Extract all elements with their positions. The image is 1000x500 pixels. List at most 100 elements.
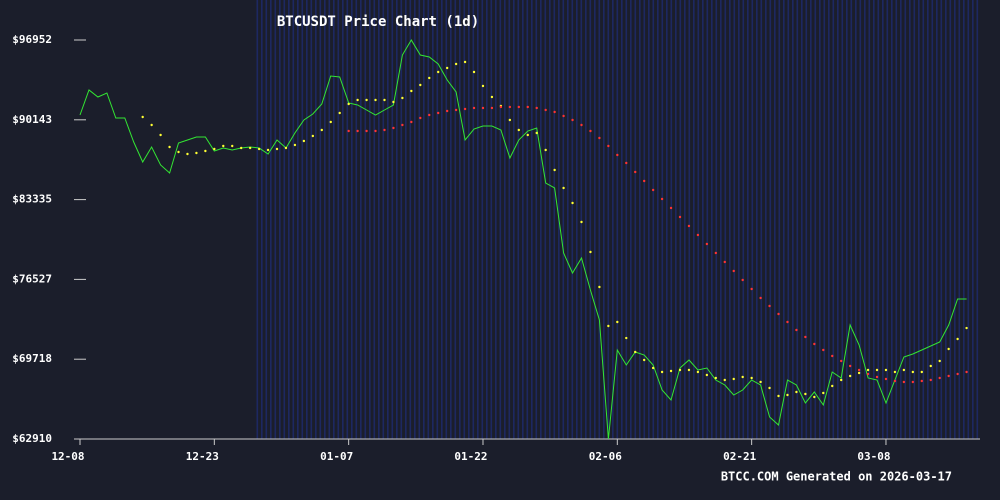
ma-dot — [374, 129, 377, 133]
ma-dot — [866, 372, 870, 376]
ma-dot — [705, 373, 709, 377]
ma-dot — [714, 251, 718, 255]
ma-dot — [660, 197, 664, 201]
ma-dot — [651, 188, 655, 192]
ma-dot — [311, 134, 315, 138]
y-tick-label: $62910 — [12, 432, 52, 445]
y-tick-label: $90143 — [12, 113, 52, 126]
x-tick-label: 01-07 — [320, 450, 353, 463]
ma-dot — [598, 136, 601, 140]
ma-dot — [392, 100, 395, 104]
ma-dot — [723, 378, 726, 382]
footer: BTCC.COM Generated on 2026-03-17 — [721, 470, 952, 484]
ma-dot — [786, 320, 789, 324]
ma-dot — [669, 369, 673, 373]
ma-dot — [696, 370, 700, 374]
ma-dot — [213, 147, 216, 151]
ma-dot — [392, 126, 395, 130]
ma-dot — [795, 328, 798, 332]
ma-dot — [150, 123, 153, 127]
ma-dot — [732, 269, 735, 273]
ma-dot — [759, 296, 762, 300]
ma-dot — [383, 98, 386, 102]
ma-dot — [329, 120, 332, 124]
ma-dot — [553, 110, 556, 114]
ma-dot — [159, 133, 162, 137]
ma-dot — [499, 105, 503, 109]
ma-dot — [589, 129, 592, 133]
ma-dot — [284, 146, 288, 150]
ma-dot — [347, 129, 350, 133]
ma-dot — [947, 347, 950, 351]
ma-dot — [580, 220, 583, 224]
ma-dot — [813, 395, 816, 399]
ma-dot — [831, 354, 834, 358]
ma-dot — [956, 337, 959, 341]
ma-dot — [938, 359, 941, 363]
ma-dot — [186, 152, 189, 156]
price-line — [79, 39, 967, 440]
ma-dot — [607, 144, 610, 148]
ma-dot — [687, 224, 691, 228]
ma-dot — [642, 179, 646, 183]
y-tick-label: $96952 — [12, 33, 52, 46]
ma-dot — [723, 260, 726, 264]
ma-dot — [839, 378, 843, 382]
ma-dot — [804, 335, 807, 339]
ma-dot — [616, 153, 619, 157]
ma-dot — [938, 376, 941, 380]
ma-dot — [750, 287, 753, 291]
ma-dot — [356, 98, 359, 102]
ma-dot — [472, 70, 476, 74]
ma-dot — [589, 250, 592, 254]
ma-dot — [437, 70, 440, 74]
ma-dot — [642, 358, 646, 362]
ma-dot — [822, 348, 825, 352]
ma-dot — [705, 242, 709, 246]
ma-dot — [651, 366, 655, 370]
ma-dot — [338, 111, 341, 115]
y-tick-label: $83335 — [12, 193, 52, 206]
ma-dot — [428, 76, 431, 80]
ma-dot — [607, 324, 610, 328]
ma-dot — [302, 139, 306, 143]
ma-dot — [616, 320, 619, 324]
ma-dot — [875, 375, 879, 379]
ma-dot — [204, 149, 207, 153]
ma-dot — [956, 372, 959, 376]
ma-dot — [553, 168, 556, 172]
ma-dot — [634, 170, 637, 174]
ma-dot — [866, 368, 870, 372]
ma-dot — [669, 206, 673, 210]
ma-dot — [445, 109, 449, 113]
ma-dot — [463, 60, 467, 64]
ma-dot — [481, 106, 485, 110]
ma-dot — [526, 105, 529, 109]
ma-dot — [365, 129, 368, 133]
ma-dot — [893, 370, 897, 374]
ma-dot — [401, 123, 404, 127]
ma-dot — [884, 368, 888, 372]
ma-dot — [472, 106, 476, 110]
ma-dot — [410, 120, 413, 124]
ma-dot — [419, 116, 422, 120]
ma-dot — [347, 102, 350, 106]
ma-dot — [634, 350, 637, 354]
ma-dot — [293, 143, 297, 147]
ma-dot — [741, 375, 744, 379]
ma-dot — [732, 377, 735, 381]
ma-dot — [795, 390, 798, 394]
x-tick-label: 02-21 — [723, 450, 756, 463]
ma-dot — [383, 128, 386, 132]
ma-dot — [911, 370, 915, 374]
ma-dot — [463, 107, 467, 111]
ma-dot — [275, 147, 279, 151]
ma-dot — [929, 378, 932, 382]
ma-dot — [822, 391, 825, 395]
ma-dot — [454, 108, 458, 112]
ma-dot — [965, 326, 968, 330]
ma-dot — [625, 161, 628, 165]
ma-dot — [508, 118, 512, 122]
ma-dot — [831, 384, 834, 388]
ma-dot — [177, 150, 180, 154]
